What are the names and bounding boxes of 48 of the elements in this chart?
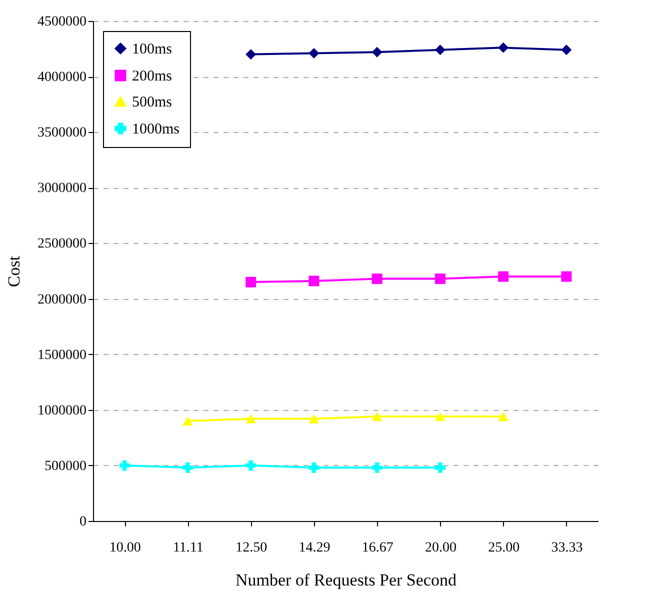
y-tick-label: 3500000 [38, 126, 86, 141]
x-tick-label: 20.00 [424, 540, 456, 556]
point [372, 274, 382, 284]
point [246, 414, 256, 424]
point [372, 412, 382, 422]
x-tick-label: 11.11 [172, 540, 204, 556]
legend-label: 100ms [132, 42, 172, 58]
x-tick-label: 16.67 [362, 540, 394, 556]
y-tick-label: 1500000 [38, 348, 86, 363]
point [372, 462, 382, 473]
point [246, 460, 256, 471]
point [498, 271, 509, 282]
x-tick-label: 33.33 [551, 540, 583, 556]
y-tick-label: 2000000 [38, 292, 86, 308]
x-tick-label: 10.00 [109, 540, 141, 556]
x-tick-label: 14.29 [298, 540, 330, 556]
point [182, 462, 193, 473]
point [308, 414, 320, 424]
point [561, 271, 572, 282]
y-tick-label: 2500000 [38, 236, 86, 252]
point [308, 276, 320, 286]
point [434, 274, 446, 284]
y-tick-label: 0 [80, 514, 86, 530]
y-tick-label: 1000000 [38, 403, 86, 418]
x-tick-label: 25.00 [488, 540, 520, 556]
point [182, 416, 193, 426]
x-axis-title: Number of Requests Per Second [236, 570, 457, 590]
point [246, 49, 256, 60]
point [246, 276, 256, 288]
y-axis-title: Cost [4, 256, 24, 288]
point [498, 412, 509, 422]
point [308, 462, 320, 473]
point [498, 42, 509, 53]
point [434, 44, 446, 56]
y-tick-label: 4500000 [38, 14, 86, 30]
legend-label: 500ms [132, 94, 172, 110]
point [119, 460, 130, 471]
x-tick-label: 12.50 [236, 540, 268, 556]
point [561, 44, 572, 56]
y-tick-label: 3000000 [38, 181, 86, 196]
legend-label: 1000ms [132, 122, 180, 138]
point [372, 46, 382, 58]
y-tick-label: 500000 [44, 458, 86, 474]
point [434, 462, 446, 473]
legend-label: 200ms [132, 68, 172, 84]
point [308, 48, 320, 58]
point [434, 412, 446, 422]
y-tick-label: 4000000 [38, 70, 86, 86]
